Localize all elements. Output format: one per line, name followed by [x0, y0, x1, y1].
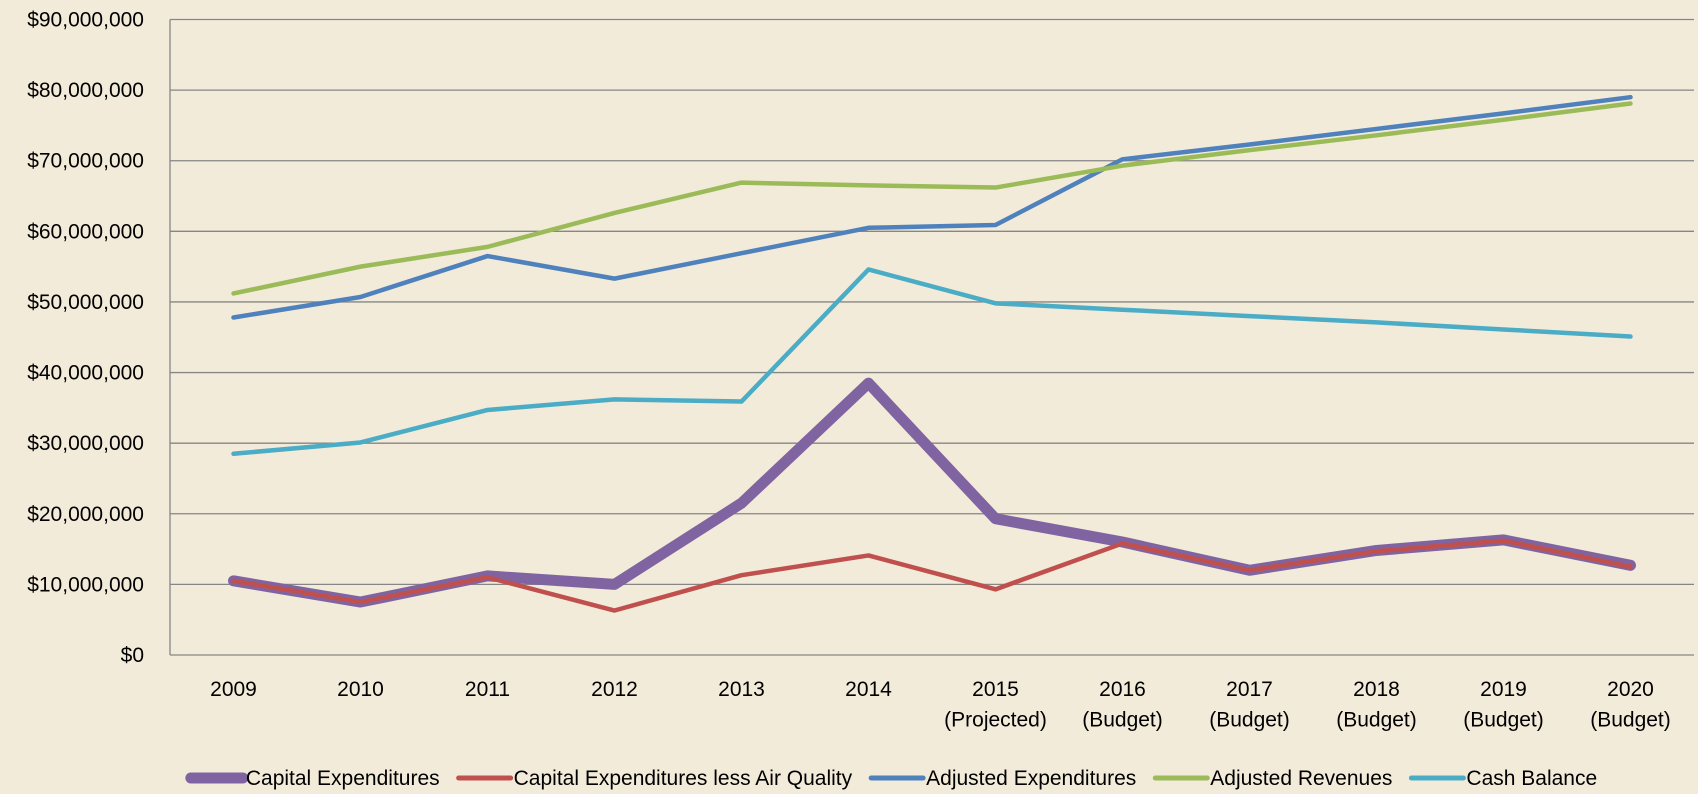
x-tick-label: 2013 [718, 678, 765, 701]
legend-label: Cash Balance [1466, 767, 1597, 790]
y-tick-label: $40,000,000 [27, 362, 144, 385]
legend-label: Adjusted Expenditures [926, 767, 1136, 790]
x-tick-label: 2020 (Budget) [1590, 678, 1671, 731]
x-tick-label: 2019 (Budget) [1463, 678, 1544, 731]
y-tick-label: $60,000,000 [27, 220, 144, 243]
y-tick-label: $30,000,000 [27, 432, 144, 455]
series-line [231, 101, 1633, 296]
x-tick-label: 2010 [337, 678, 384, 701]
y-tick-label: $50,000,000 [27, 291, 144, 314]
x-tick-label: 2014 [845, 678, 892, 701]
x-tick-label: 2016 (Budget) [1082, 678, 1163, 731]
x-tick-label: 2017 (Budget) [1209, 678, 1290, 731]
y-tick-label: $90,000,000 [27, 9, 144, 32]
legend: Capital Expenditures Capital Expenditures… [185, 767, 1597, 790]
legend-label: Capital Expenditures [246, 767, 440, 790]
legend-label: Capital Expenditures less Air Quality [514, 767, 853, 790]
y-tick-label: $20,000,000 [27, 503, 144, 526]
y-tick-label: $0 [121, 644, 144, 667]
x-tick-label: 2009 [210, 678, 257, 701]
x-tick-label: 2015 (Projected) [944, 678, 1047, 731]
legend-label: Adjusted Revenues [1210, 767, 1392, 790]
y-tick-label: $80,000,000 [27, 79, 144, 102]
x-tick-label: 2018 (Budget) [1336, 678, 1417, 731]
x-tick-label: 2012 [591, 678, 638, 701]
series-line [231, 538, 1633, 613]
x-tick-label: 2011 [465, 678, 510, 701]
series-line [231, 94, 1633, 320]
y-tick-label: $70,000,000 [27, 150, 144, 173]
series-line [228, 377, 1636, 608]
y-tick-label: $10,000,000 [27, 573, 144, 596]
series-line [231, 267, 1633, 457]
